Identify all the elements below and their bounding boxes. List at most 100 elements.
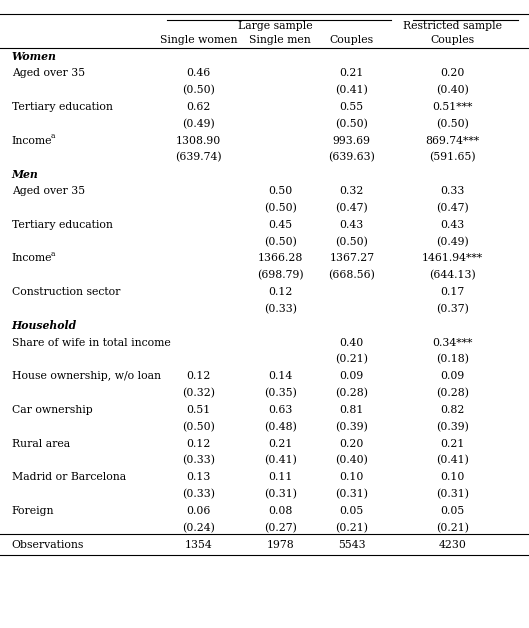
Text: (639.63): (639.63): [329, 153, 375, 163]
Text: (0.21): (0.21): [335, 354, 368, 365]
Text: Couples: Couples: [330, 35, 374, 45]
Text: a: a: [50, 132, 54, 140]
Text: Rural area: Rural area: [12, 438, 70, 448]
Text: House ownership, w/o loan: House ownership, w/o loan: [12, 371, 161, 381]
Text: 0.14: 0.14: [268, 371, 293, 381]
Text: Observations: Observations: [12, 539, 84, 550]
Text: (0.47): (0.47): [436, 203, 469, 213]
Text: 0.12: 0.12: [186, 438, 211, 448]
Text: Tertiary education: Tertiary education: [12, 102, 113, 112]
Text: Aged over 35: Aged over 35: [12, 186, 85, 196]
Text: Large sample: Large sample: [238, 21, 313, 31]
Text: (644.13): (644.13): [429, 270, 476, 281]
Text: 0.46: 0.46: [186, 68, 211, 78]
Text: 0.21: 0.21: [268, 438, 293, 448]
Text: (668.56): (668.56): [329, 270, 375, 281]
Text: (639.74): (639.74): [175, 153, 222, 163]
Text: 0.05: 0.05: [440, 506, 464, 516]
Text: a: a: [50, 250, 54, 257]
Text: (0.49): (0.49): [436, 237, 469, 247]
Text: Women: Women: [12, 51, 57, 62]
Text: 993.69: 993.69: [333, 136, 371, 146]
Text: (0.18): (0.18): [436, 354, 469, 365]
Text: (0.41): (0.41): [264, 455, 297, 465]
Text: 0.12: 0.12: [186, 371, 211, 381]
Text: 0.81: 0.81: [340, 405, 364, 415]
Text: (0.41): (0.41): [436, 455, 469, 465]
Text: Share of wife in total income: Share of wife in total income: [12, 338, 170, 348]
Text: (0.33): (0.33): [182, 489, 215, 499]
Text: (0.41): (0.41): [335, 85, 368, 95]
Text: 5543: 5543: [338, 539, 366, 550]
Text: 0.20: 0.20: [340, 438, 364, 448]
Text: 0.21: 0.21: [440, 438, 464, 448]
Text: 0.62: 0.62: [186, 102, 211, 112]
Text: 0.50: 0.50: [268, 186, 293, 196]
Text: 0.43: 0.43: [340, 220, 364, 230]
Text: 1367.27: 1367.27: [329, 254, 375, 264]
Text: 0.11: 0.11: [268, 472, 293, 482]
Text: 869.74***: 869.74***: [425, 136, 479, 146]
Text: (0.28): (0.28): [335, 388, 368, 398]
Text: 0.10: 0.10: [340, 472, 364, 482]
Text: (0.31): (0.31): [436, 489, 469, 499]
Text: (0.21): (0.21): [436, 522, 469, 533]
Text: (0.33): (0.33): [264, 304, 297, 314]
Text: 1978: 1978: [267, 539, 294, 550]
Text: (0.24): (0.24): [182, 522, 215, 533]
Text: 0.09: 0.09: [440, 371, 464, 381]
Text: (0.50): (0.50): [264, 237, 297, 247]
Text: (0.50): (0.50): [335, 119, 368, 129]
Text: Single men: Single men: [250, 35, 311, 45]
Text: (0.27): (0.27): [264, 522, 297, 533]
Text: 0.09: 0.09: [340, 371, 364, 381]
Text: 1354: 1354: [185, 539, 212, 550]
Text: (0.50): (0.50): [436, 119, 469, 129]
Text: 0.82: 0.82: [440, 405, 464, 415]
Text: Restricted sample: Restricted sample: [403, 21, 502, 31]
Text: 0.32: 0.32: [340, 186, 364, 196]
Text: 0.21: 0.21: [340, 68, 364, 78]
Text: 0.12: 0.12: [268, 287, 293, 297]
Text: 0.10: 0.10: [440, 472, 464, 482]
Text: Income: Income: [12, 136, 52, 146]
Text: (0.21): (0.21): [335, 522, 368, 533]
Text: 0.55: 0.55: [340, 102, 364, 112]
Text: Single women: Single women: [160, 35, 237, 45]
Text: (0.40): (0.40): [335, 455, 368, 465]
Text: Tertiary education: Tertiary education: [12, 220, 113, 230]
Text: 4230: 4230: [439, 539, 466, 550]
Text: Men: Men: [12, 169, 39, 180]
Text: (0.50): (0.50): [264, 203, 297, 213]
Text: 0.05: 0.05: [340, 506, 364, 516]
Text: (0.50): (0.50): [182, 421, 215, 432]
Text: 0.13: 0.13: [186, 472, 211, 482]
Text: 0.17: 0.17: [440, 287, 464, 297]
Text: 0.08: 0.08: [268, 506, 293, 516]
Text: (0.33): (0.33): [182, 455, 215, 465]
Text: Aged over 35: Aged over 35: [12, 68, 85, 78]
Text: (0.35): (0.35): [264, 388, 297, 398]
Text: (0.31): (0.31): [335, 489, 368, 499]
Text: 0.06: 0.06: [186, 506, 211, 516]
Text: 0.43: 0.43: [440, 220, 464, 230]
Text: 1461.94***: 1461.94***: [422, 254, 483, 264]
Text: (0.48): (0.48): [264, 421, 297, 432]
Text: 1366.28: 1366.28: [258, 254, 303, 264]
Text: 0.34***: 0.34***: [432, 338, 472, 348]
Text: (0.50): (0.50): [182, 85, 215, 95]
Text: (0.47): (0.47): [335, 203, 368, 213]
Text: 0.51***: 0.51***: [432, 102, 472, 112]
Text: 0.45: 0.45: [268, 220, 293, 230]
Text: Madrid or Barcelona: Madrid or Barcelona: [12, 472, 126, 482]
Text: (0.31): (0.31): [264, 489, 297, 499]
Text: (0.40): (0.40): [436, 85, 469, 95]
Text: Couples: Couples: [430, 35, 475, 45]
Text: 1308.90: 1308.90: [176, 136, 221, 146]
Text: (0.37): (0.37): [436, 304, 469, 314]
Text: 0.40: 0.40: [340, 338, 364, 348]
Text: (0.49): (0.49): [182, 119, 215, 129]
Text: (0.32): (0.32): [182, 388, 215, 398]
Text: Household: Household: [12, 320, 77, 332]
Text: (0.28): (0.28): [436, 388, 469, 398]
